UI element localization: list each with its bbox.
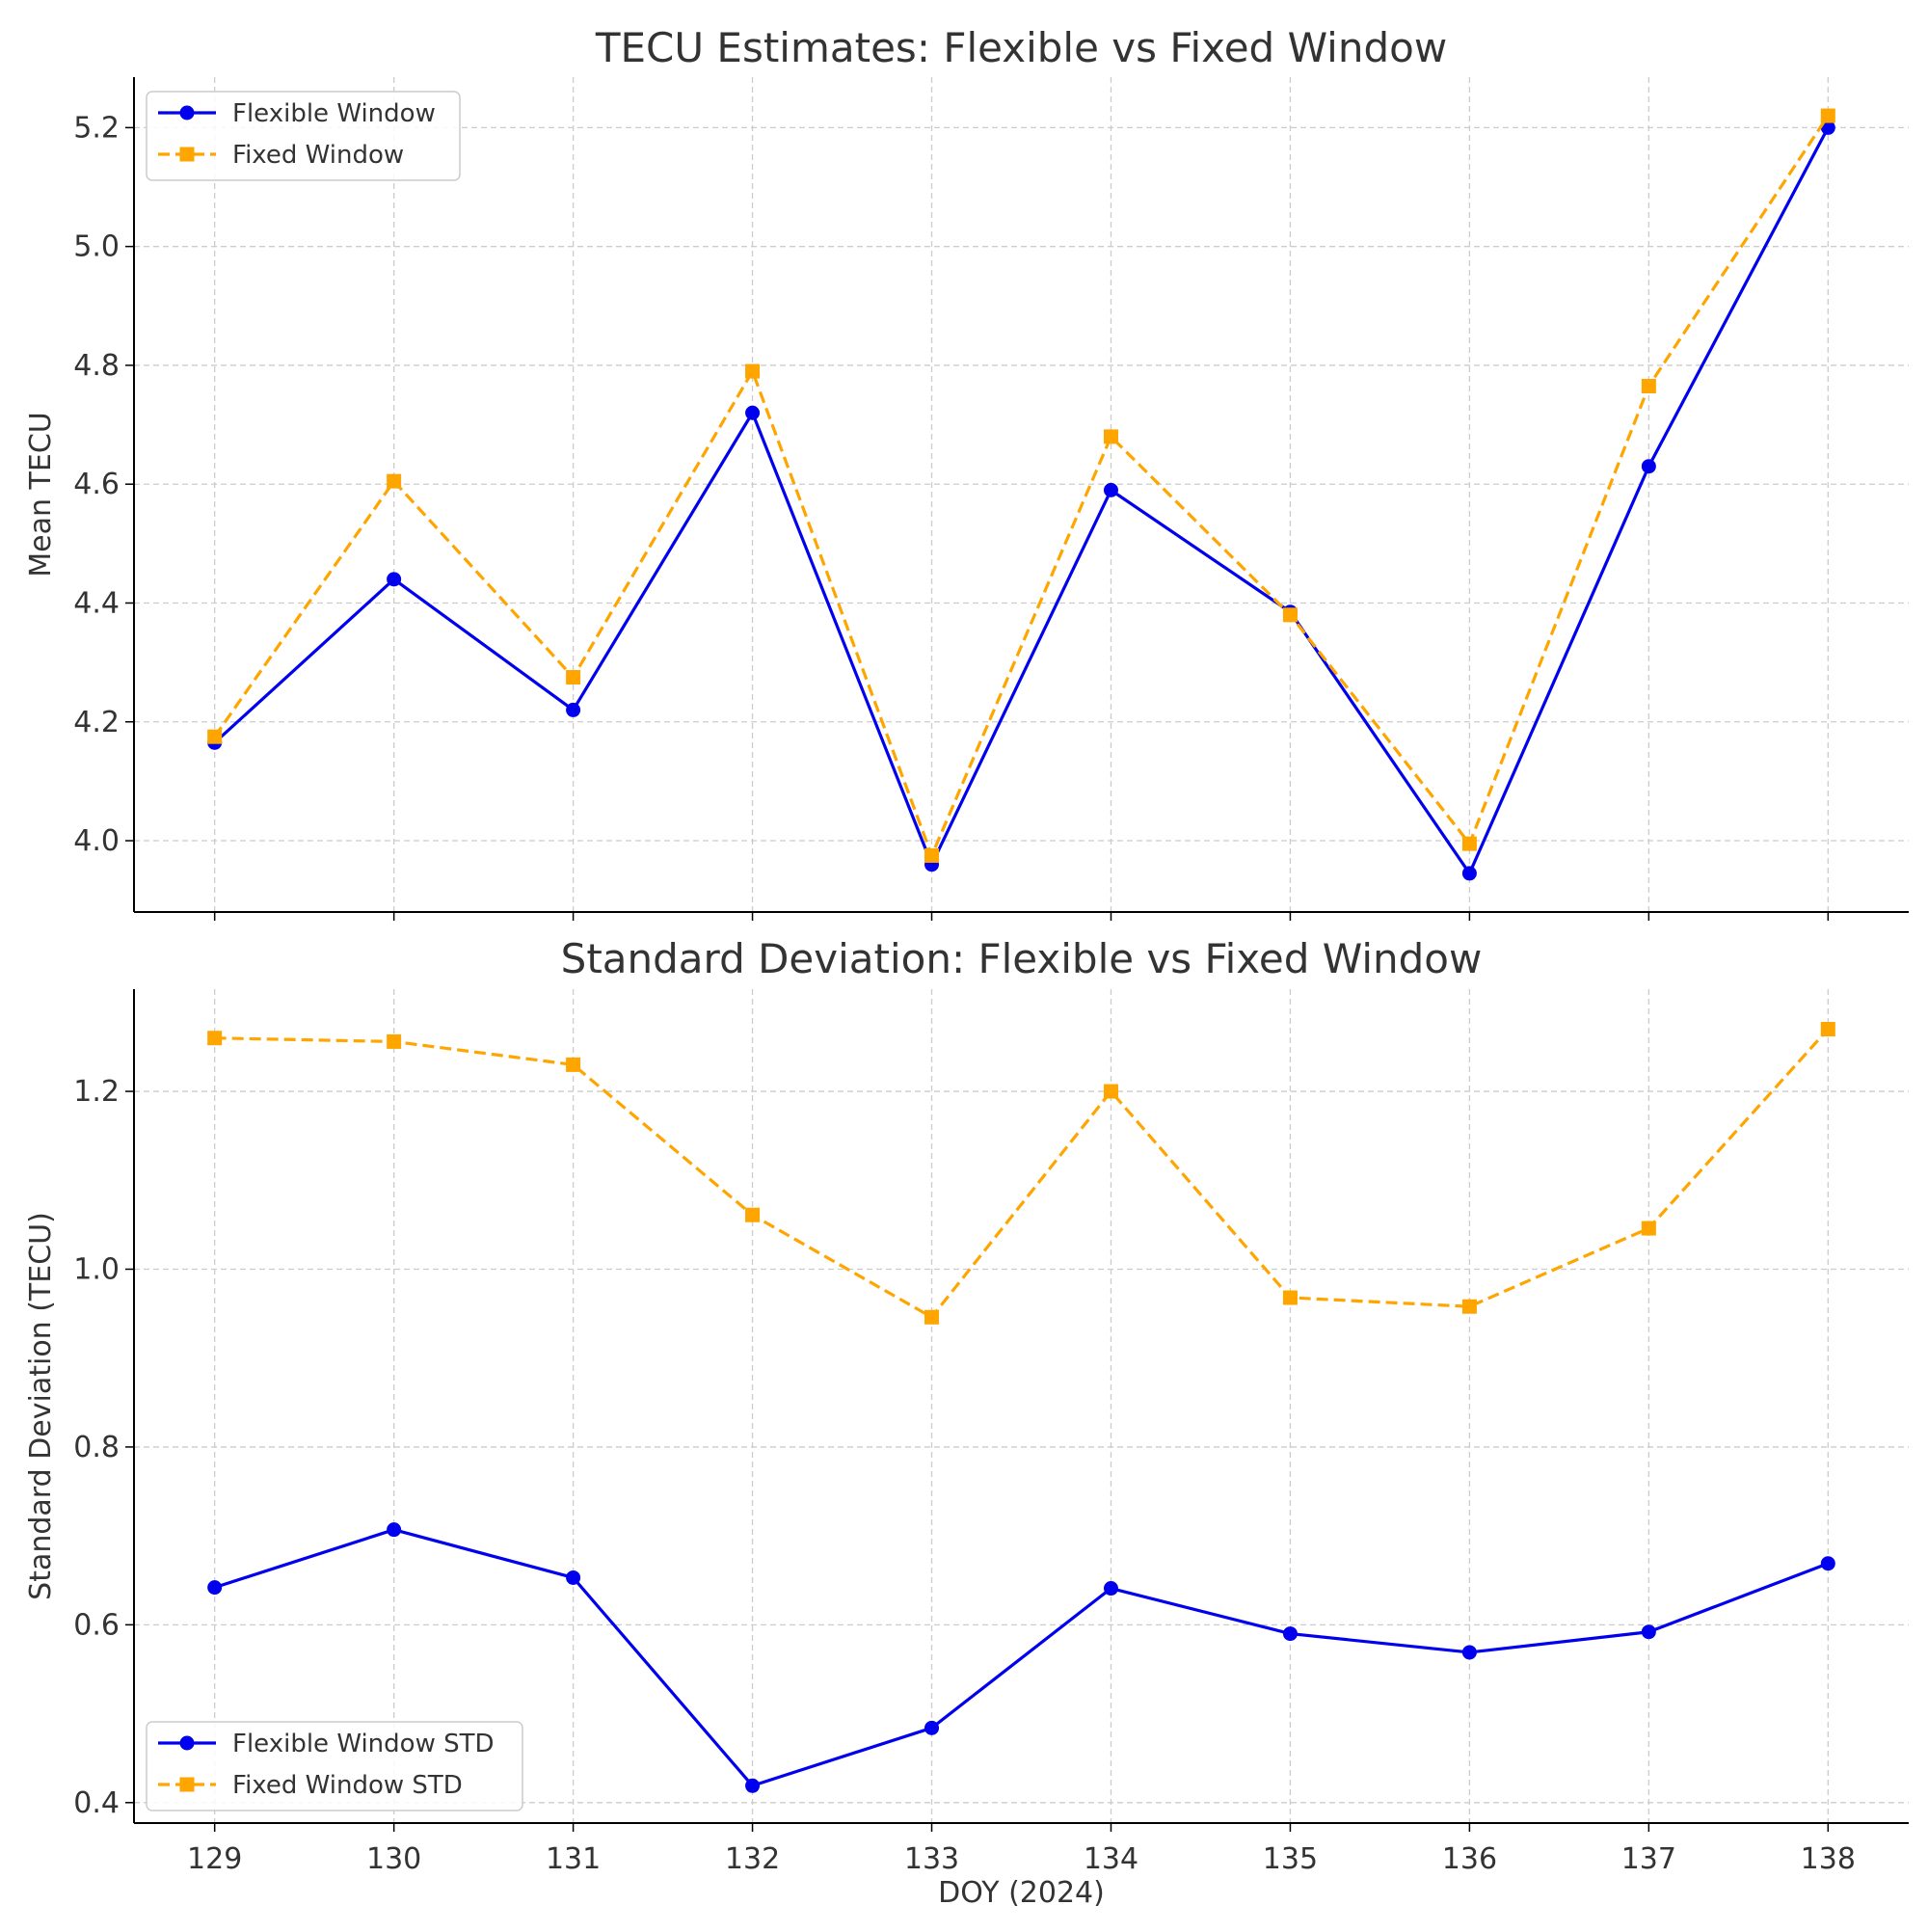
data-point [1103,1581,1118,1597]
legend-marker [179,105,195,121]
legend: Flexible Window Fixed Window [146,91,461,181]
legend: Flexible Window STD Fixed Window STD [146,1721,523,1811]
data-point [1641,379,1656,394]
x-tick-label: 137 [1621,1842,1676,1876]
x-tick-label: 132 [725,1842,780,1876]
y-tick-label: 0.6 [73,1608,120,1642]
x-axis-label: DOY (2024) [938,1876,1105,1910]
data-point [924,1720,940,1735]
data-point [1461,1299,1477,1314]
data-point [1820,120,1835,135]
chart-panel-2: 129 130 131 132 133 134 135 136 137 138 0.4 0.6 0.8 1… [24,935,1909,1910]
data-point [1461,836,1477,851]
y-axis-label: Mean TECU [24,412,58,577]
data-point [1282,607,1298,623]
data-point [1641,459,1656,474]
x-tick-label: 130 [366,1842,421,1876]
data-point [745,1207,761,1222]
data-point [1103,429,1118,444]
data-point [207,1580,223,1596]
data-point [207,729,223,744]
y-tick-label: 4.4 [73,586,120,620]
y-tick-label: 5.2 [73,111,120,145]
series-line-1 [213,126,1830,875]
data-point [387,473,402,489]
chart-title: TECU Estimates: Flexible vs Fixed Window [595,24,1447,71]
data-point [207,1031,223,1046]
data-point [1820,1556,1835,1571]
y-tick-label: 4.6 [73,468,120,501]
data-point [1641,1221,1656,1236]
x-tick-label: 134 [1084,1842,1138,1876]
data-point [566,702,581,717]
data-point [924,847,940,863]
data-point [1282,1290,1298,1305]
series-line-2 [214,1028,1830,1319]
data-point [566,1057,581,1072]
x-tick-label: 129 [187,1842,242,1876]
data-point [566,670,581,685]
x-tick-label: 131 [546,1842,601,1876]
y-tick-label: 4.0 [73,824,120,858]
data-point [745,405,761,420]
x-tick-label: 135 [1263,1842,1318,1876]
data-point [387,1033,402,1049]
series-line-1 [214,1528,1829,1787]
legend-label: Fixed Window STD [232,1771,463,1800]
y-tick-label: 0.4 [73,1786,120,1820]
y-tick-label: 4.2 [73,706,120,739]
x-tick-label: 133 [904,1842,959,1876]
data-point [924,1309,940,1325]
legend-marker [179,1735,195,1751]
data-point [745,1778,761,1793]
series-line-2 [213,115,1830,858]
legend-box [146,1721,523,1811]
data-point [745,363,761,379]
y-tick-label: 4.8 [73,349,120,383]
y-tick-label: 1.2 [73,1075,120,1109]
data-point [1820,1021,1835,1036]
x-tick-label: 138 [1801,1842,1856,1876]
legend-box [146,91,461,181]
data-point [1103,1084,1118,1099]
data-point [1641,1624,1656,1640]
x-tick-label: 136 [1442,1842,1497,1876]
data-point [1103,482,1118,497]
data-point [1282,1626,1298,1642]
data-point [566,1570,581,1585]
data-point [387,572,402,587]
legend-label: Flexible Window STD [232,1730,495,1758]
y-axis-label: Standard Deviation (TECU) [24,1212,58,1600]
chart-title: Standard Deviation: Flexible vs Fixed Wi… [561,935,1483,982]
data-point [387,1522,402,1538]
y-tick-label: 5.0 [73,230,120,264]
data-point [1820,108,1835,123]
legend-marker [179,1777,195,1792]
legend-marker [179,147,195,162]
data-point [1461,1645,1477,1660]
legend-label: Flexible Window [232,99,436,128]
y-tick-label: 0.8 [73,1431,120,1464]
legend-label: Fixed Window [232,141,404,170]
y-tick-label: 1.0 [73,1252,120,1286]
chart-panel-1: 4.0 4.2 4.4 4.6 4.8 5.0 5.2 TECU Estimates: Fle… [24,24,1909,921]
data-point [1461,866,1477,881]
